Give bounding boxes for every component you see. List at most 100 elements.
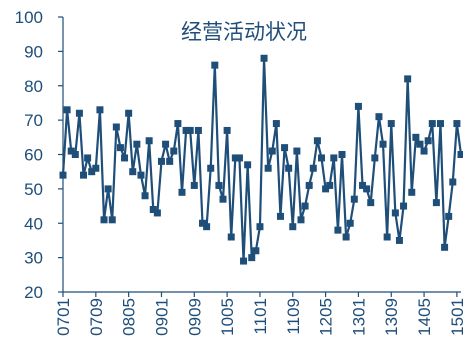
x-tick-label: 1501 xyxy=(448,298,463,336)
data-point xyxy=(231,154,239,162)
data-point xyxy=(412,133,420,141)
y-tick-label: 50 xyxy=(24,180,43,199)
data-point xyxy=(371,154,379,162)
data-point xyxy=(276,212,284,220)
data-point xyxy=(375,113,383,121)
data-point xyxy=(153,209,161,217)
data-point xyxy=(59,171,67,179)
data-point xyxy=(359,181,367,189)
y-tick-label: 100 xyxy=(15,8,43,27)
data-point xyxy=(436,120,444,128)
data-point xyxy=(186,126,194,134)
data-point xyxy=(289,223,297,231)
data-point xyxy=(227,233,235,241)
data-point xyxy=(133,140,141,148)
data-point xyxy=(112,123,120,131)
data-point xyxy=(162,140,170,148)
data-point xyxy=(432,199,440,207)
data-point xyxy=(264,164,272,172)
data-point xyxy=(268,147,276,155)
y-tick-label: 80 xyxy=(24,77,43,96)
x-tick-label: 1109 xyxy=(284,298,303,335)
data-point xyxy=(285,164,293,172)
data-point xyxy=(416,140,424,148)
data-point xyxy=(240,257,248,265)
data-point xyxy=(215,181,223,189)
data-point xyxy=(178,188,186,196)
data-point xyxy=(203,223,211,231)
data-point xyxy=(104,185,112,193)
data-point xyxy=(71,151,79,158)
data-point xyxy=(190,181,198,189)
y-tick-label: 90 xyxy=(24,42,43,61)
data-point xyxy=(252,247,260,255)
data-point xyxy=(354,102,362,110)
data-point xyxy=(281,144,289,152)
data-point xyxy=(449,178,457,186)
data-point xyxy=(244,161,252,169)
data-point xyxy=(293,147,301,155)
data-point xyxy=(182,126,190,134)
data-point xyxy=(92,164,100,172)
data-point xyxy=(125,109,133,117)
data-point xyxy=(400,202,408,210)
x-axis-ticks: 0701 0709 0805 0901 0909 1005 1101 1109 1205 1301… xyxy=(54,292,463,336)
series-line xyxy=(61,57,463,263)
data-point xyxy=(445,212,453,220)
data-point xyxy=(363,185,371,193)
data-point xyxy=(330,154,338,162)
chart-title: 经营活动状况 xyxy=(181,20,307,44)
data-point xyxy=(305,181,313,189)
data-point xyxy=(235,154,243,162)
data-point xyxy=(404,75,412,83)
data-point xyxy=(457,151,463,158)
data-point xyxy=(88,168,96,176)
data-point xyxy=(260,54,268,62)
data-point xyxy=(309,164,317,172)
data-point xyxy=(100,216,108,224)
data-point xyxy=(80,171,88,179)
data-point xyxy=(408,188,416,196)
data-point xyxy=(346,219,354,227)
y-tick-label: 60 xyxy=(24,146,43,165)
data-point xyxy=(317,154,325,162)
x-tick-label: 0709 xyxy=(87,298,106,336)
data-point xyxy=(297,216,305,224)
x-tick-label: 0909 xyxy=(185,298,204,336)
y-axis-ticks: 20 30 40 50 60 70 80 90 100 xyxy=(15,8,63,302)
data-point xyxy=(322,185,330,193)
data-point xyxy=(207,164,215,172)
data-point xyxy=(379,140,387,148)
data-point xyxy=(428,120,436,128)
data-point xyxy=(338,151,346,158)
data-point xyxy=(367,199,375,207)
x-tick-label: 1301 xyxy=(349,298,368,336)
data-point xyxy=(387,120,395,128)
data-point xyxy=(170,147,178,155)
data-point xyxy=(129,168,137,176)
data-point xyxy=(141,192,149,200)
data-point xyxy=(424,137,432,145)
data-point xyxy=(223,126,231,134)
data-point xyxy=(67,147,75,155)
data-point xyxy=(453,120,461,128)
data-point xyxy=(108,216,116,224)
data-point xyxy=(137,171,145,179)
x-tick-label: 1205 xyxy=(317,298,336,336)
data-point xyxy=(174,120,182,128)
data-point xyxy=(166,157,174,165)
x-tick-label: 1405 xyxy=(415,298,434,336)
data-point xyxy=(391,209,399,217)
x-tick-label: 0805 xyxy=(120,298,139,336)
data-point xyxy=(194,126,202,134)
x-tick-label: 0901 xyxy=(152,298,171,336)
data-point xyxy=(441,243,449,251)
data-point xyxy=(272,120,280,128)
data-point xyxy=(63,106,71,114)
series-markers xyxy=(59,54,463,265)
data-point xyxy=(75,109,83,117)
data-point xyxy=(256,223,264,231)
data-point xyxy=(121,154,129,162)
x-tick-label: 0701 xyxy=(54,298,73,336)
y-tick-label: 30 xyxy=(24,249,43,268)
